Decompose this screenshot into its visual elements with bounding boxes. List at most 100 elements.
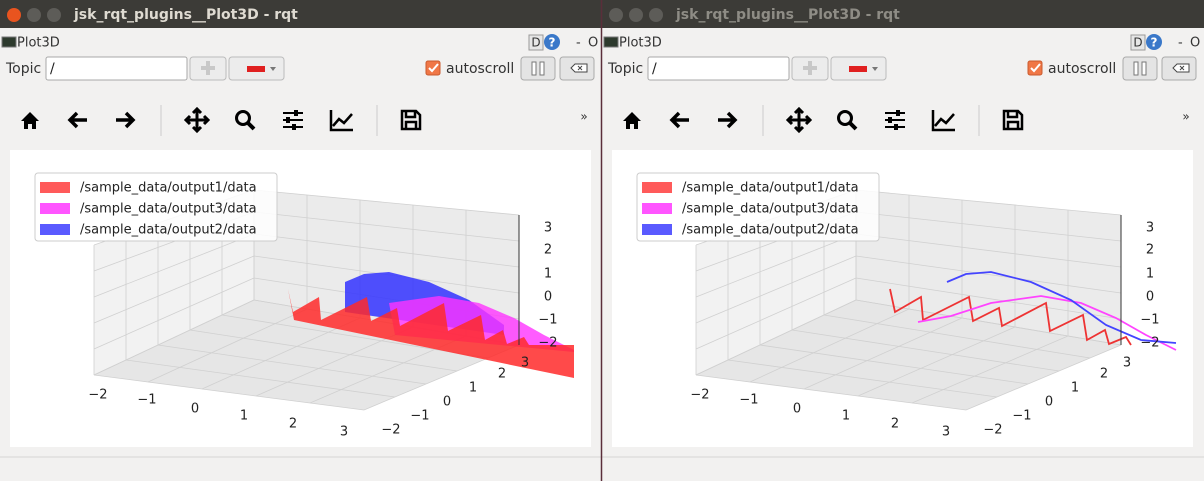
clear-icon (1172, 63, 1190, 73)
minimize-plugin[interactable]: - (576, 36, 581, 51)
grid-line (695, 299, 857, 376)
z-tick-label: 3 (1146, 221, 1154, 236)
pan-button[interactable] (785, 106, 813, 134)
grid-line (93, 277, 255, 350)
help-q[interactable]: ? (549, 36, 556, 50)
z-tick-label: −2 (538, 336, 557, 351)
color-swatch (849, 66, 867, 72)
y-tick-label: −1 (1012, 409, 1031, 424)
legend-swatch (642, 203, 672, 214)
grid-line (855, 277, 1122, 320)
x-tick-label: −2 (690, 388, 709, 403)
x-tick-label: 1 (842, 409, 850, 424)
topic-value: / (652, 61, 657, 77)
grid-line (253, 233, 520, 268)
minimize-button[interactable] (27, 8, 41, 22)
axes-button[interactable] (329, 110, 353, 132)
plot-3d: −2 −10 123 −2−101233210−1−2/sample_data/out… (636, 172, 1177, 440)
grid-line (803, 317, 963, 390)
help-d[interactable]: D (531, 36, 540, 50)
pan-button[interactable] (183, 106, 211, 134)
z-tick-label: 1 (1146, 267, 1154, 282)
save-button[interactable] (1002, 109, 1024, 131)
add-icon (803, 61, 817, 75)
maximize-button[interactable] (649, 8, 663, 22)
grid-line (253, 211, 520, 242)
window: jsk_rqt_plugins__Plot3D - rqt Plot3D D? - O T… (0, 0, 601, 481)
grid-line (157, 344, 427, 385)
grid-line (695, 233, 857, 298)
plugin-name: Plot3D (17, 36, 60, 51)
legend-label: /sample_data/output2/data (682, 223, 859, 238)
minimize-plugin[interactable]: - (1178, 36, 1183, 51)
x-tick-label: 0 (793, 402, 801, 417)
title-bar (0, 0, 601, 28)
add-icon (201, 61, 215, 75)
z-tick-label: −1 (1140, 313, 1159, 328)
zoom-handle (848, 121, 858, 131)
grid-line (189, 329, 458, 372)
zoom-button[interactable] (235, 110, 251, 126)
toolbar-more[interactable]: » (580, 110, 587, 124)
help-q[interactable]: ? (1151, 36, 1158, 50)
grid-line (93, 255, 255, 324)
legend-label: /sample_data/output3/data (80, 202, 257, 217)
legend-label: /sample_data/output1/data (682, 181, 859, 196)
autoscroll-checkbox[interactable] (1027, 60, 1043, 76)
home-button[interactable] (21, 112, 39, 129)
help-icon (544, 34, 560, 50)
legend-swatch (642, 224, 672, 235)
grid-line (727, 359, 998, 398)
legend-label: /sample_data/output2/data (80, 223, 257, 238)
zoom-handle (246, 121, 256, 131)
window: jsk_rqt_plugins__Plot3D - rqt Plot3D D? - O T… (602, 0, 1204, 481)
grid-line (253, 189, 520, 216)
dropdown-arrow (872, 67, 878, 71)
grid-line (759, 344, 1029, 385)
close-button[interactable] (609, 8, 623, 22)
back-button[interactable] (669, 111, 689, 129)
close-button[interactable] (7, 8, 21, 22)
z-tick-label: 3 (544, 221, 552, 236)
grid-line (855, 189, 1122, 216)
home-button[interactable] (623, 112, 641, 129)
forward-button[interactable] (116, 111, 136, 129)
window-title: jsk_rqt_plugins__Plot3D - rqt (73, 7, 298, 23)
topic-label: Topic (607, 61, 643, 77)
axes-button[interactable] (931, 110, 955, 132)
plugin-icon (1, 36, 17, 48)
pause-button[interactable] (1122, 56, 1158, 81)
maximize-button[interactable] (47, 8, 61, 22)
help-d[interactable]: D (1133, 36, 1142, 50)
float-plugin[interactable]: O (1190, 36, 1200, 51)
autoscroll-checkbox[interactable] (425, 60, 441, 76)
x-tick-label: −2 (88, 388, 107, 403)
x-tick-label: 1 (240, 409, 248, 424)
legend-swatch (642, 182, 672, 193)
grid (695, 189, 1122, 411)
pause-icon (1133, 61, 1147, 76)
topic-input[interactable] (45, 56, 188, 81)
grid-line (125, 359, 396, 398)
x-tick-label: −1 (739, 393, 758, 408)
grid-line (93, 233, 255, 298)
minimize-button[interactable] (629, 8, 643, 22)
x-tick-label: −1 (137, 393, 156, 408)
forward-button[interactable] (718, 111, 738, 129)
toolbar-more[interactable]: » (1182, 110, 1189, 124)
help-d-box (1130, 34, 1146, 51)
legend-box (34, 172, 278, 242)
z-tick-label: 2 (1146, 243, 1154, 258)
back-button[interactable] (67, 111, 87, 129)
save-button[interactable] (400, 109, 422, 131)
zoom-button[interactable] (837, 110, 853, 126)
topic-input[interactable] (647, 56, 790, 81)
y-tick-label: −2 (983, 423, 1002, 438)
grid-line (911, 335, 1069, 404)
check-mark (1030, 63, 1041, 73)
plot-3d: −2 −10 123 −2−101233210−1−2/sample_data/out… (34, 172, 574, 440)
float-plugin[interactable]: O (588, 36, 598, 51)
magenta-line (917, 295, 1177, 351)
grid-line (855, 233, 1122, 268)
pause-button[interactable] (520, 56, 556, 81)
